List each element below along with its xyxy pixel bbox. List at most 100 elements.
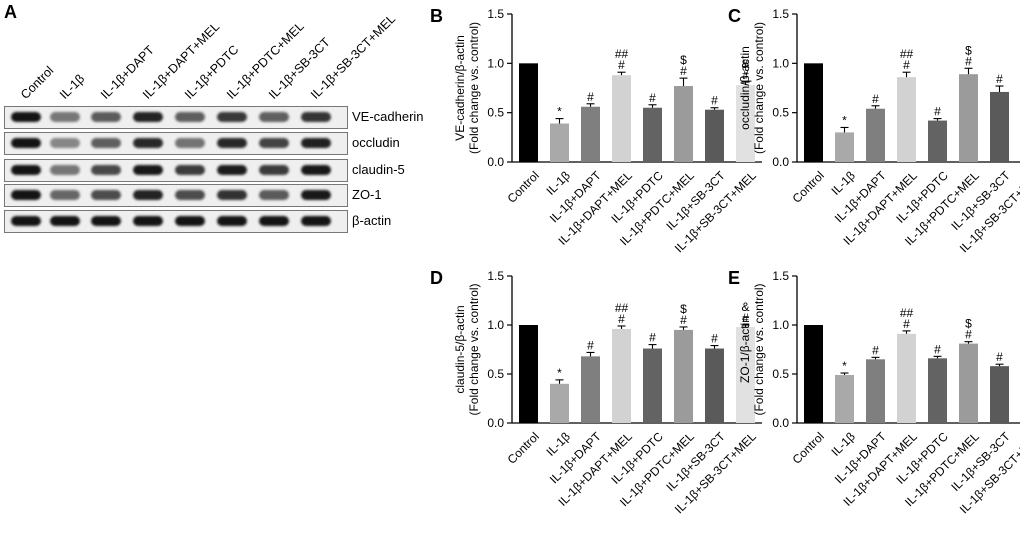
y-tick-label: 0.0 bbox=[772, 416, 789, 430]
blot-strip bbox=[4, 106, 348, 129]
y-tick-label: 1.0 bbox=[772, 318, 789, 332]
y-tick-label: 0.0 bbox=[487, 416, 504, 430]
y-tick-label: 0.0 bbox=[487, 155, 504, 169]
blot-label: claudin-5 bbox=[352, 162, 405, 177]
blot-band bbox=[50, 216, 80, 226]
significance-mark: $ bbox=[965, 43, 972, 57]
panel-letter: C bbox=[728, 6, 741, 26]
significance-mark: & bbox=[741, 57, 749, 71]
blot-band bbox=[175, 112, 205, 122]
blot-band bbox=[301, 190, 331, 200]
bar bbox=[581, 106, 600, 162]
blot-band bbox=[259, 190, 289, 200]
significance-mark: # bbox=[742, 68, 749, 82]
blot-band bbox=[11, 112, 41, 122]
y-tick-label: 0.5 bbox=[487, 367, 504, 381]
blot-band bbox=[259, 138, 289, 148]
significance-mark: # bbox=[903, 58, 910, 72]
significance-mark: # bbox=[680, 313, 687, 327]
blot-band bbox=[175, 216, 205, 226]
bar bbox=[804, 63, 823, 163]
category-label: Control bbox=[505, 168, 542, 205]
blot-band bbox=[217, 138, 247, 148]
significance-mark: $ bbox=[965, 317, 972, 331]
significance-mark: # bbox=[680, 64, 687, 78]
bar bbox=[612, 75, 631, 162]
panel-a-western-blot: A Control IL-1β IL-1β+DAPT IL-1β+DAPT+MEL IL… bbox=[0, 0, 440, 240]
category-label: Control bbox=[790, 429, 827, 466]
bar bbox=[612, 328, 631, 423]
bar bbox=[550, 383, 569, 423]
significance-mark: # bbox=[996, 350, 1003, 364]
significance-mark: # bbox=[711, 332, 718, 346]
bar bbox=[866, 359, 885, 423]
blot-band bbox=[259, 216, 289, 226]
y-tick-label: 1.5 bbox=[487, 7, 504, 21]
bar bbox=[674, 329, 693, 423]
y-axis-label-line2: (Fold change vs. control) bbox=[467, 283, 481, 415]
bar bbox=[959, 343, 978, 423]
blot-strip bbox=[4, 184, 348, 207]
blot-band bbox=[217, 216, 247, 226]
bar bbox=[705, 109, 724, 162]
blot-band bbox=[301, 138, 331, 148]
y-axis-label-line2: (Fold change vs. control) bbox=[752, 283, 766, 415]
bar bbox=[705, 348, 724, 423]
blot-band bbox=[175, 190, 205, 200]
blot-band bbox=[11, 190, 41, 200]
significance-mark: ## bbox=[615, 301, 629, 315]
blot-label: VE-cadherin bbox=[352, 109, 424, 124]
y-tick-label: 0.0 bbox=[772, 155, 789, 169]
significance-mark: * bbox=[557, 366, 562, 380]
panel-letter: E bbox=[728, 268, 740, 288]
significance-mark: # bbox=[965, 54, 972, 68]
y-axis-label-line1: claudin-5/β-actin bbox=[453, 305, 467, 393]
bar bbox=[643, 348, 662, 423]
bar bbox=[866, 108, 885, 162]
blot-strip bbox=[4, 132, 348, 155]
blot-band bbox=[11, 165, 41, 175]
bar bbox=[928, 120, 947, 162]
bar bbox=[736, 326, 755, 423]
blot-band bbox=[217, 112, 247, 122]
significance-mark: $ bbox=[680, 53, 687, 67]
bar bbox=[959, 74, 978, 162]
blot-band bbox=[259, 165, 289, 175]
blot-label: occludin bbox=[352, 135, 400, 150]
y-axis-label-line2: (Fold change vs. control) bbox=[752, 22, 766, 154]
y-tick-label: 1.5 bbox=[772, 269, 789, 283]
y-tick-label: 0.5 bbox=[487, 106, 504, 120]
significance-mark: ## bbox=[615, 47, 629, 61]
blot-strip bbox=[4, 210, 348, 233]
significance-mark: # bbox=[934, 105, 941, 119]
blot-band bbox=[301, 165, 331, 175]
blot-band bbox=[175, 165, 205, 175]
significance-mark: & bbox=[741, 300, 749, 314]
bar bbox=[643, 107, 662, 162]
bar bbox=[581, 356, 600, 423]
category-label: Control bbox=[790, 168, 827, 205]
significance-mark: # bbox=[618, 312, 625, 326]
blot-band bbox=[175, 138, 205, 148]
significance-mark: # bbox=[742, 311, 749, 325]
blot-band bbox=[91, 165, 121, 175]
blot-band bbox=[133, 216, 163, 226]
blot-band bbox=[133, 190, 163, 200]
significance-mark: # bbox=[587, 90, 594, 104]
significance-mark: * bbox=[842, 113, 847, 127]
panel-a-letter: A bbox=[4, 2, 17, 22]
significance-mark: # bbox=[996, 72, 1003, 86]
bar bbox=[835, 374, 854, 423]
y-axis-label-line2: (Fold change vs. control) bbox=[467, 22, 481, 154]
bar bbox=[990, 91, 1009, 162]
bar bbox=[804, 325, 823, 423]
blot-band bbox=[91, 112, 121, 122]
significance-mark: # bbox=[872, 343, 879, 357]
blot-label: ZO-1 bbox=[352, 187, 382, 202]
blot-band bbox=[50, 165, 80, 175]
y-tick-label: 1.5 bbox=[772, 7, 789, 21]
bar bbox=[550, 123, 569, 162]
blot-band bbox=[259, 112, 289, 122]
blot-band bbox=[91, 190, 121, 200]
